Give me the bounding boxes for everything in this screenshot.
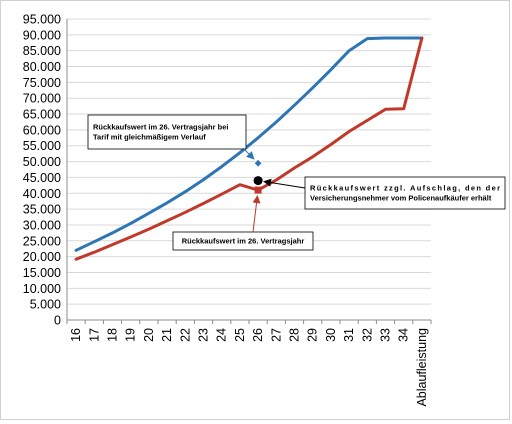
x-tick-label: 24 (215, 328, 229, 342)
y-tick-label: 0 (54, 314, 61, 328)
x-tick-label: 21 (160, 328, 174, 342)
x-tick-label: 29 (306, 328, 320, 342)
y-tick-label: 65.000 (23, 108, 61, 122)
y-tick-label: 40.000 (23, 187, 61, 201)
y-tick-label: 10.000 (23, 282, 61, 296)
x-tick-label: 28 (288, 328, 302, 342)
x-tick-label: 17 (87, 328, 101, 342)
x-tick-label: 16 (69, 328, 83, 342)
x-tick-label: 30 (324, 328, 338, 342)
callout-text: Rückkaufswert zzgl. Aufschlag, den der (310, 184, 500, 193)
y-tick-label: 45.000 (23, 171, 61, 185)
x-tick-label: 26 (251, 328, 265, 342)
y-tick-label: 15.000 (23, 266, 61, 280)
axes (66, 19, 432, 324)
y-tick-label: 55.000 (23, 139, 61, 153)
annotation-callouts: Rückkaufswert im 26. Vertragsjahr beiTar… (87, 114, 506, 251)
y-tick-label: 35.000 (23, 203, 61, 217)
data-markers (253, 158, 263, 194)
x-axis-tick-labels: 16 17 18 19 20 21 22 23 24 25 26 27 28 29 30 31 32 33 34 Ab… (69, 328, 429, 407)
y-tick-label: 50.000 (23, 155, 61, 169)
x-tick-label: Ablaufleistung (415, 328, 429, 407)
y-tick-label: 5.000 (30, 298, 61, 312)
y-tick-label: 95.000 (23, 13, 61, 27)
marker-circle (253, 176, 263, 186)
callout-rueckkaufswert: Rückkaufswert im 26. Vertragsjahr (172, 195, 314, 251)
marker-square (254, 186, 262, 194)
callout-arrow (263, 178, 306, 189)
callout-aufschlag: Rückkaufswert zzgl. Aufschlag, den derVe… (263, 176, 506, 210)
y-tick-label: 30.000 (23, 218, 61, 232)
y-tick-label: 80.000 (23, 60, 61, 74)
x-tick-label: 22 (178, 328, 192, 342)
y-tick-label: 90.000 (23, 28, 61, 42)
x-tick-label: 18 (106, 328, 120, 342)
callout-text: Rückkaufswert im 26. Vertragsjahr (182, 237, 305, 246)
x-tick-label: 19 (124, 328, 138, 342)
x-tick-label: 23 (197, 328, 211, 342)
y-tick-label: 20.000 (23, 250, 61, 264)
y-tick-label: 85.000 (23, 44, 61, 58)
y-tick-label: 25.000 (23, 234, 61, 248)
callout-box (304, 176, 506, 210)
callout-arrow (242, 147, 255, 160)
callout-text: Tarif mit gleichmäßigem Verlauf (93, 133, 206, 142)
x-tick-label: 20 (142, 328, 156, 342)
marker-diamond (253, 158, 263, 168)
series-lines (74, 36, 424, 261)
x-tick-label: 32 (360, 328, 374, 342)
callout-text: Versicherungsnehmer vom Policenaufkäufer… (310, 194, 492, 203)
y-tick-label: 70.000 (23, 92, 61, 106)
y-tick-label: 75.000 (23, 76, 61, 90)
callout-box (172, 231, 314, 251)
y-axis-tick-labels: 0 5.000 10.000 15.000 20.000 25.000 30.00035.0… (23, 13, 61, 328)
x-tick-label: 27 (269, 328, 283, 342)
x-tick-label: 33 (379, 328, 393, 342)
grid-lines (67, 18, 431, 305)
callout-text: Rückkaufswert im 26. Vertragsjahr bei (93, 123, 228, 132)
callout-arrow (252, 195, 261, 233)
callout-gleichmaessig: Rückkaufswert im 26. Vertragsjahr beiTar… (87, 114, 255, 160)
x-tick-label: 31 (342, 328, 356, 342)
callout-box (87, 114, 247, 150)
x-tick-label: 34 (397, 328, 411, 342)
series-line-red (74, 36, 424, 261)
y-tick-label: 60.000 (23, 123, 61, 137)
series-line-blue (74, 36, 424, 252)
x-tick-label: 25 (233, 328, 247, 342)
